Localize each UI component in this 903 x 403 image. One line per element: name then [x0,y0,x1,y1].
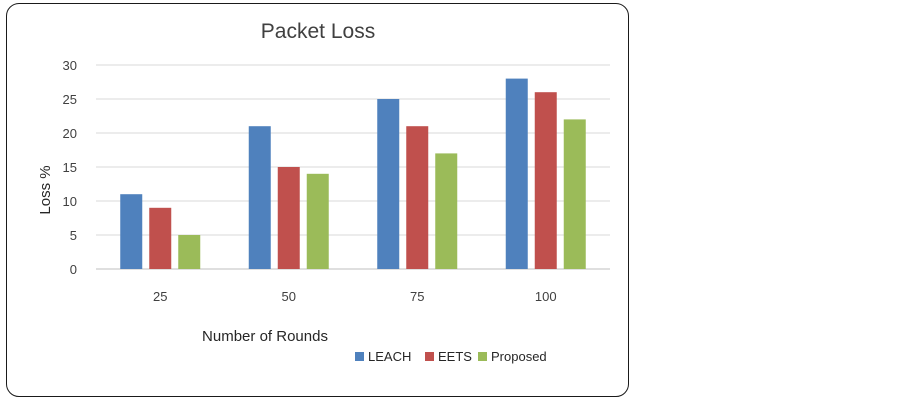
y-tick-label: 5 [70,228,77,243]
bar-eets-75 [406,126,429,269]
bar-proposed-50 [306,173,329,269]
bar-leach-50 [248,126,271,269]
x-axis-ticks: 25 50 75 100 [153,289,557,304]
bar-proposed-25 [178,235,201,269]
bar-leach-25 [120,194,143,269]
y-axis-ticks: 0 5 10 15 20 25 30 [63,58,77,277]
bar-proposed-75 [435,153,458,269]
legend-label-proposed: Proposed [491,349,547,364]
y-axis-title: Loss % [37,165,54,214]
legend: LEACH EETS Proposed [355,349,547,364]
gridlines [96,64,610,270]
y-tick-label: 30 [63,58,77,73]
y-tick-label: 10 [63,194,77,209]
x-tick-label: 25 [153,289,167,304]
bar-eets-25 [149,207,172,269]
y-tick-label: 15 [63,160,77,175]
y-tick-label: 0 [70,262,77,277]
y-tick-label: 25 [63,92,77,107]
x-axis-title: Number of Rounds [202,328,328,345]
bar-eets-100 [534,92,557,269]
legend-swatch-proposed [478,352,487,361]
legend-label-leach: LEACH [368,349,411,364]
y-tick-label: 20 [63,126,77,141]
x-tick-label: 75 [410,289,424,304]
legend-label-eets: EETS [438,349,472,364]
x-tick-label: 50 [282,289,296,304]
bar-eets-50 [277,167,300,269]
x-tick-label: 100 [535,289,557,304]
bar-proposed-100 [563,119,586,270]
legend-swatch-eets [425,352,434,361]
bar-leach-100 [505,78,528,269]
legend-swatch-leach [355,352,364,361]
bar-leach-75 [377,99,400,269]
chart-title: Packet Loss [261,20,375,43]
bars [120,78,586,270]
